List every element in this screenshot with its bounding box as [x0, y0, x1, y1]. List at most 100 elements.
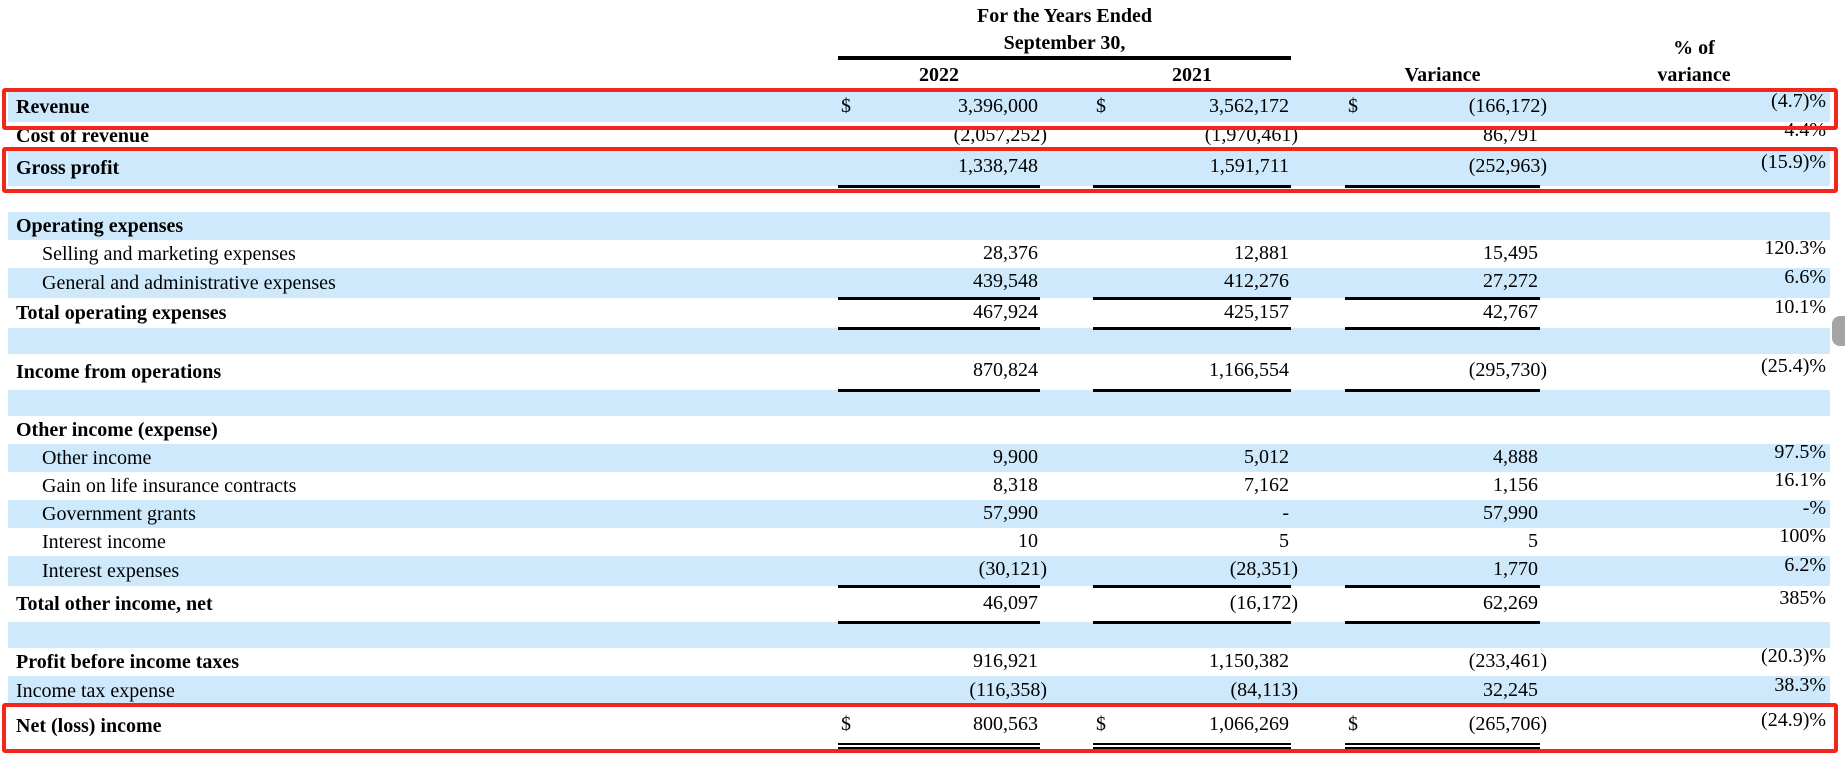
- income-statement-table: For the Years Ended September 30, % of 2…: [8, 2, 1831, 749]
- table-row-net-loss-income: Net (loss) income $800,563 $1,066,269 $(…: [8, 706, 1830, 749]
- value-2022: (116,358): [838, 676, 1047, 706]
- header-row-2: September 30, % of: [8, 30, 1830, 60]
- spacer-row: [8, 390, 1831, 416]
- row-label: Government grants: [8, 500, 838, 528]
- row-label: Income tax expense: [8, 676, 838, 706]
- spacer-row: [8, 622, 1831, 648]
- header-row-3: 2022 2021 Variance variance: [8, 60, 1830, 92]
- years-ended-title: For the Years Ended: [977, 4, 1152, 27]
- table-row-other-income: Other income 9,900 5,012 4,888 97.5%: [8, 441, 1831, 472]
- value-2021: (1,970,461): [1204, 124, 1299, 146]
- value-pct: 120.3%: [1764, 236, 1827, 259]
- value-pct: 6.2%: [1594, 554, 1831, 586]
- table-row-total-operating-expenses: Total operating expenses 467,924 425,157…: [8, 295, 1830, 330]
- value-2021: 1,150,382: [1209, 650, 1290, 672]
- value-variance: 62,269: [1345, 586, 1541, 624]
- value-variance: 4,888: [1345, 444, 1541, 472]
- table-row-government-grants: Government grants 57,990 - 57,990 -%: [8, 497, 1831, 528]
- value-2022: 8,318: [993, 474, 1038, 496]
- table-row-operating-expenses: Operating expenses: [8, 212, 1831, 240]
- value-2022: (2,057,252): [953, 124, 1047, 146]
- value-2021: 1,166,554: [1093, 354, 1292, 392]
- value-pct: (25.4)%: [1761, 354, 1827, 377]
- table-row-gain-life-insurance: Gain on life insurance contracts 8,318 7…: [8, 468, 1830, 500]
- table-row-total-other-income: Total other income, net 46,097 (16,172) …: [8, 586, 1830, 624]
- value-variance: 1,156: [1493, 474, 1539, 496]
- value-2021: 1,591,711: [1093, 150, 1292, 188]
- table-row-interest-income: Interest income 10 5 5 100%: [8, 525, 1830, 556]
- value-variance: (233,461): [1468, 650, 1548, 672]
- table-row-profit-before-taxes: Profit before income taxes 916,921 1,150…: [8, 645, 1830, 676]
- value-2021: 5,012: [1093, 444, 1292, 472]
- value-pct: 10.1%: [1774, 295, 1827, 318]
- value-2022: (30,121): [838, 556, 1047, 588]
- row-label: Interest expenses: [8, 556, 838, 586]
- value-pct: (24.9)%: [1761, 708, 1827, 731]
- spacer-row: [8, 186, 1830, 212]
- value-pct: -%: [1594, 497, 1831, 528]
- spacer-row: [8, 328, 1831, 354]
- september-30-label: September 30,: [838, 32, 1292, 60]
- pct-of-label: % of: [1673, 37, 1715, 59]
- table-row-income-tax-expense: Income tax expense (116,358) (84,113) 32…: [8, 674, 1831, 706]
- value-variance: (252,963): [1345, 150, 1547, 188]
- header-row-1: For the Years Ended: [8, 2, 1830, 30]
- value-variance: 5: [1528, 530, 1539, 552]
- table-row-revenue: Revenue $3,396,000 $3,562,172 $ (166,172)…: [8, 90, 1831, 122]
- table-row-general-administrative: General and administrative expenses 439,…: [8, 266, 1831, 300]
- row-label: Net (loss) income: [16, 714, 162, 737]
- column-header-2022: 2022: [838, 64, 1040, 92]
- value-2021: $3,562,172: [1093, 92, 1292, 122]
- value-variance: 86,791: [1483, 124, 1539, 146]
- row-label: Other income (expense): [16, 418, 218, 441]
- column-header-variance: Variance: [1345, 64, 1541, 92]
- value-2022: 57,990: [838, 500, 1040, 528]
- value-variance: 15,495: [1483, 242, 1539, 264]
- value-pct: 16.1%: [1774, 468, 1827, 491]
- value-2022: 46,097: [838, 586, 1040, 624]
- value-variance: $ (166,172): [1345, 92, 1547, 122]
- value-variance: 57,990: [1345, 500, 1541, 528]
- value-pct: 6.6%: [1594, 266, 1831, 298]
- row-label: Gross profit: [8, 150, 838, 186]
- value-pct: (15.9)%: [1594, 150, 1831, 186]
- value-variance: 1,770: [1345, 556, 1541, 588]
- row-label: Interest income: [42, 530, 166, 553]
- value-2021: (16,172): [1093, 586, 1298, 624]
- value-pct: 38.3%: [1594, 674, 1831, 706]
- column-header-2021: 2021: [1093, 64, 1292, 92]
- table-row-selling-marketing: Selling and marketing expenses 28,376 12…: [8, 236, 1830, 268]
- value-2021: (28,351): [1093, 556, 1298, 588]
- row-label: Revenue: [8, 92, 838, 122]
- table-row-income-from-operations: Income from operations 870,824 1,166,554…: [8, 354, 1830, 392]
- row-label: Cost of revenue: [16, 124, 149, 147]
- value-2022: 9,900: [838, 444, 1040, 472]
- value-2021: $1,066,269: [1093, 706, 1292, 749]
- row-label: Total other income, net: [16, 592, 213, 615]
- scrollbar-thumb[interactable]: [1832, 316, 1845, 346]
- value-2021: 412,276: [1093, 268, 1292, 300]
- value-2021: 12,881: [1234, 242, 1290, 264]
- value-pct: 385%: [1779, 586, 1827, 609]
- value-2022: 28,376: [983, 242, 1038, 264]
- value-variance: 32,245: [1345, 676, 1541, 706]
- value-2022: 10: [1018, 530, 1038, 552]
- row-label: Other income: [8, 444, 838, 472]
- value-pct: 97.5%: [1594, 441, 1831, 472]
- value-2022: $3,396,000: [838, 92, 1040, 122]
- value-2021: -: [1093, 500, 1292, 528]
- value-2022: $800,563: [838, 706, 1040, 749]
- row-label: Operating expenses: [8, 212, 838, 240]
- value-variance: (295,730): [1345, 354, 1547, 392]
- row-label: Gain on life insurance contracts: [42, 474, 297, 497]
- value-pct: 4.4%: [1784, 118, 1827, 141]
- table-row-interest-expenses: Interest expenses (30,121) (28,351) 1,77…: [8, 554, 1831, 588]
- row-label: Total operating expenses: [16, 301, 227, 324]
- value-2021: 425,157: [1093, 298, 1292, 330]
- value-variance: 42,767: [1345, 298, 1541, 330]
- value-variance: 27,272: [1345, 268, 1541, 300]
- value-2022: 916,921: [973, 650, 1038, 672]
- table-row-other-income-expense: Other income (expense): [8, 416, 1830, 444]
- value-2022: 870,824: [838, 354, 1040, 392]
- row-label: General and administrative expenses: [8, 268, 838, 298]
